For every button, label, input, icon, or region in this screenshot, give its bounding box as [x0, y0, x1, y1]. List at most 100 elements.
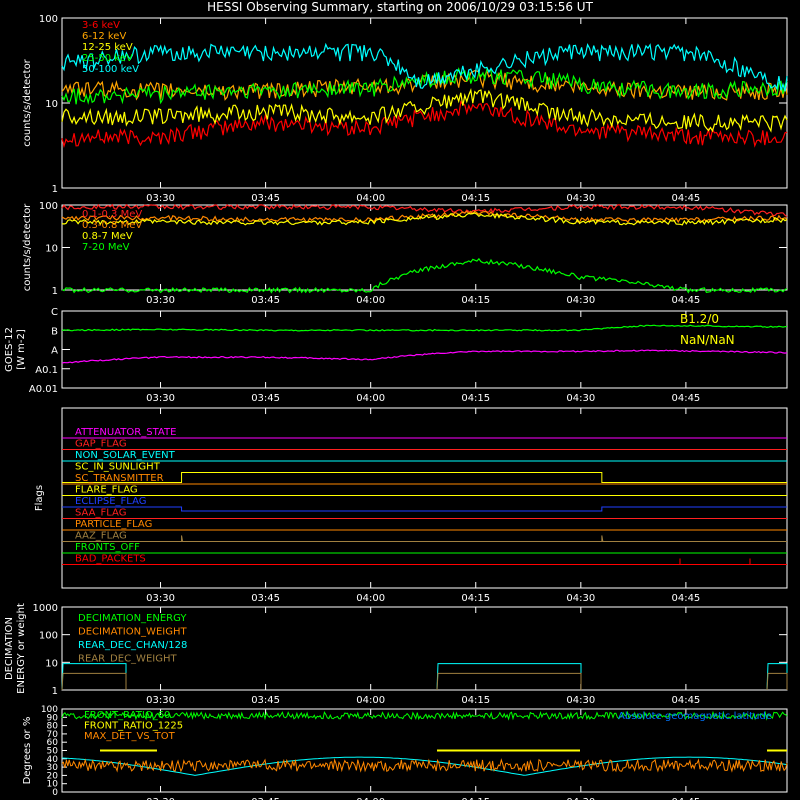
count-rate-legend-entry-3: 25-50 keV [82, 53, 133, 64]
panel-decimation-frame [61, 606, 788, 691]
time-tick-label: 04:45 [671, 393, 700, 404]
series-max-det-vs-tot [61, 758, 788, 773]
high-energy-legend-entry-1: 0.3-0.8 MeV [82, 220, 142, 231]
panel-flags-ylabel: Flags [34, 485, 45, 511]
series-0.8-7-MeV [61, 212, 788, 226]
time-tick-label: 03:45 [251, 797, 280, 800]
flag-label-bad-packets: BAD_PACKETS [75, 554, 146, 565]
flag-label-sc-transmitter: SC_TRANSMITTER [75, 473, 164, 484]
panel-goes-ylabel: GOES-12 [4, 327, 15, 372]
y-tick-label: 1 [52, 184, 58, 195]
decimation-legend-entry-0: DECIMATION_ENERGY [78, 613, 187, 624]
time-tick-label: 03:45 [251, 695, 280, 706]
time-tick-label: 04:00 [356, 393, 385, 404]
goes-annotation-nan: NaN/NaN [680, 333, 735, 347]
time-tick-label: 04:00 [356, 797, 385, 800]
panel-flags-frame [61, 407, 788, 589]
count-rate-legend-entry-2: 12-25 keV [82, 42, 133, 53]
decimation-legend-entry-1: DECIMATION_WEIGHT [78, 627, 187, 638]
time-tick-label: 04:30 [566, 393, 595, 404]
time-tick-label: 04:45 [671, 295, 700, 306]
ratio-y-tick-label: 0 [52, 788, 58, 798]
series-front-ratio-60 [61, 710, 788, 721]
ratio-annotation-latitude: Absolute geomagnetic latitude [618, 711, 772, 722]
series-rear-dec-weight [61, 672, 788, 691]
panel-goes-ylabel2: [W m-2] [16, 329, 27, 370]
y-tick-label: 100 [39, 201, 58, 212]
ratio-y-tick-label: 40 [47, 755, 59, 765]
flag-label-sc-in-sunlight: SC_IN_SUNLIGHT [75, 462, 161, 473]
flag-label-gap-flag: GAP_FLAG [75, 439, 127, 450]
series-geomagnetic-latitude [61, 756, 788, 776]
y-tick-label: 10 [45, 99, 58, 110]
ratio-y-tick-label: 70 [47, 730, 59, 740]
time-tick-label: 03:30 [146, 295, 175, 306]
panel-decimation-ylabel2: ENERGY or weight [16, 603, 27, 694]
time-tick-label: 04:00 [356, 295, 385, 306]
time-tick-label: 03:30 [146, 695, 175, 706]
y-tick-label: 1000 [33, 603, 58, 614]
time-tick-label: 03:45 [251, 193, 280, 204]
time-tick-label: 03:45 [251, 393, 280, 404]
goes-y-tick-label: A0.1 [35, 365, 58, 376]
ratio-legend-entry-1: FRONT_RATIO_1225 [84, 721, 183, 732]
ratio-legend-entry-2: MAX_DET_VS_TOT [84, 731, 176, 742]
goes-series-0 [61, 324, 788, 332]
flag-label-non-solar-event: NON_SOLAR_EVENT [75, 450, 176, 461]
flag-line-aaz-flag [62, 535, 787, 542]
panel-high-energy-ylabel: counts/s/detector [22, 203, 33, 291]
series-50-100-keV [61, 42, 788, 92]
ratio-y-tick-label: 20 [47, 771, 59, 781]
chart-title: HESSI Observing Summary, starting on 200… [207, 0, 593, 14]
time-tick-label: 04:15 [461, 695, 490, 706]
time-tick-label: 03:30 [146, 193, 175, 204]
goes-y-tick-label: B [51, 326, 58, 337]
time-tick-label: 04:45 [671, 797, 700, 800]
y-tick-label: 100 [39, 14, 58, 25]
decimation-legend-entry-3: REAR_DEC_WEIGHT [78, 654, 177, 665]
y-tick-label: 10 [45, 658, 58, 669]
goes-y-tick-label: A [51, 346, 58, 357]
time-tick-label: 04:45 [671, 193, 700, 204]
goes-series-1 [61, 349, 788, 364]
panel-ratios-ylabel: Degrees or % [22, 717, 33, 785]
goes-y-tick-label: C [51, 307, 58, 318]
count-rate-legend-entry-4: 50-100 keV [82, 64, 139, 75]
time-tick-label: 03:30 [146, 797, 175, 800]
series-0.3-0.8-MeV [61, 210, 788, 224]
series-7-20-MeV [61, 257, 788, 294]
time-tick-label: 04:00 [356, 695, 385, 706]
time-tick-label: 04:15 [461, 797, 490, 800]
flag-line-sc-in-sunlight [62, 472, 787, 483]
ratio-y-tick-label: 60 [47, 738, 59, 748]
time-tick-label: 03:30 [146, 393, 175, 404]
time-tick-label: 04:15 [461, 593, 490, 604]
ratio-legend-entry-0: FRONT_RATIO_60 [84, 710, 170, 721]
series-25-50-keV [61, 67, 788, 105]
ratio-y-tick-label: 100 [41, 705, 58, 715]
time-tick-label: 04:45 [671, 593, 700, 604]
count-rate-legend-entry-0: 3-6 keV [82, 20, 120, 31]
time-tick-label: 03:45 [251, 295, 280, 306]
time-tick-label: 04:30 [566, 695, 595, 706]
ratio-y-tick-label: 10 [47, 780, 59, 790]
time-tick-label: 03:45 [251, 593, 280, 604]
panel-count-rates-frame [61, 17, 788, 189]
panel-goes-frame [61, 310, 788, 389]
series-rear-dec-chan [61, 663, 788, 691]
time-tick-label: 04:15 [461, 295, 490, 306]
time-tick-label: 03:30 [146, 593, 175, 604]
goes-y-tick-label: A0.01 [29, 384, 58, 395]
decimation-legend-entry-2: REAR_DEC_CHAN/128 [78, 640, 187, 651]
time-tick-label: 04:15 [461, 393, 490, 404]
flag-label-saa-flag: SAA_FLAG [75, 508, 126, 519]
time-tick-label: 04:30 [566, 797, 595, 800]
time-tick-label: 04:30 [566, 295, 595, 306]
high-energy-legend-entry-0: 0.1-0.3 MeV [82, 209, 142, 220]
ratio-y-tick-label: 50 [47, 747, 59, 757]
flag-label-eclipse-flag: ECLIPSE_FLAG [75, 496, 146, 507]
panel-count-rates-ylabel: counts/s/detector [22, 58, 33, 146]
time-tick-label: 04:00 [356, 593, 385, 604]
series-0.1-0.3-MeV [61, 203, 788, 218]
